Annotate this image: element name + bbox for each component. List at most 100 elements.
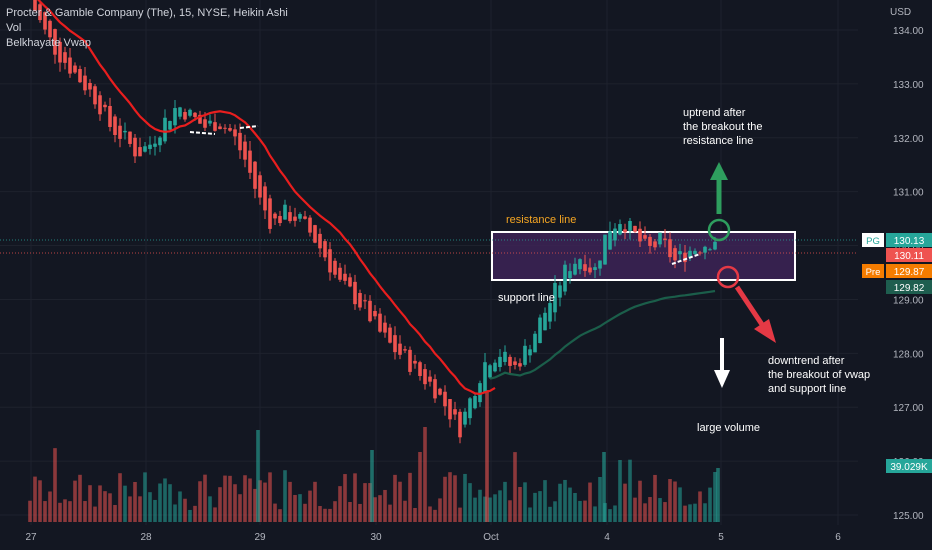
candle-body (93, 86, 97, 105)
volume-bar (398, 481, 402, 522)
volume-bar (93, 506, 97, 522)
volume-bar (108, 493, 112, 522)
candle-body (578, 259, 582, 270)
down-arrow-head (714, 370, 730, 388)
volume-bar (463, 473, 467, 522)
time-axis[interactable]: 27 28 29 30 Oct 4 5 6 (25, 532, 841, 543)
price-badge-value: 39.029K (890, 462, 928, 473)
symbol-title[interactable]: Procter & Gamble Company (The), 15, NYSE… (6, 7, 288, 19)
candle-body (98, 95, 102, 115)
volume-bar (208, 496, 212, 522)
candle-body (398, 343, 402, 355)
resistance-support-zone (491, 231, 796, 281)
volume-bar (523, 482, 527, 522)
candle-body (648, 236, 652, 246)
volume-bar (403, 500, 407, 522)
candle-body (258, 175, 262, 198)
candle-body (513, 361, 517, 365)
volume-bar (163, 478, 167, 522)
volume-bar (213, 507, 217, 522)
volume-bar (548, 506, 552, 522)
candle-body (243, 141, 247, 160)
candle-body (358, 293, 362, 308)
volume-bar (303, 503, 307, 522)
candle-body (558, 285, 562, 298)
price-badge-value: 129.87 (894, 267, 925, 278)
volume-bar (28, 500, 32, 522)
candle-body (553, 282, 557, 313)
candle-body (203, 119, 207, 128)
candle-body (463, 411, 467, 425)
candle-body (493, 362, 497, 372)
volume-bar (688, 504, 692, 522)
volume-bar (223, 475, 227, 522)
candle-body (388, 327, 392, 343)
volume-bar (113, 504, 117, 522)
price-tick-label: 134.00 (893, 26, 924, 37)
volume-bar (33, 476, 37, 522)
price-badge (886, 248, 932, 262)
candle-body (378, 313, 382, 332)
candle-body (583, 264, 587, 271)
candle-body (653, 241, 657, 248)
vwap-line (489, 289, 716, 380)
time-tick-label: 6 (835, 532, 841, 543)
price-badges: PG 130.13 130.11 Pre 129.87 129.82 39.029K (862, 233, 932, 473)
volume-bar (58, 502, 62, 522)
volume-bar (418, 452, 422, 522)
volume-bar (568, 487, 572, 522)
candle-body (133, 137, 137, 157)
white-dash-segment (671, 253, 701, 265)
volume-bar (353, 473, 357, 522)
candle-body (343, 273, 347, 281)
volume-bar (583, 500, 587, 522)
volume-bar (363, 483, 367, 522)
candle-body (293, 216, 297, 221)
indicator-vol[interactable]: Vol (6, 22, 22, 34)
up-arrow-head (710, 162, 728, 180)
volume-bar (278, 509, 282, 522)
indicator-vwap[interactable]: Belkhayate Vwap (6, 37, 91, 49)
volume-bar (333, 501, 337, 522)
downtrend-line-1: downtrend after (768, 355, 845, 367)
volume-bar (98, 485, 102, 522)
volume-bar (433, 509, 437, 522)
volume-bar (478, 489, 482, 522)
candle-body (643, 235, 647, 239)
candle-body (368, 300, 372, 322)
volume-bar (518, 487, 522, 522)
candle-body (128, 131, 132, 144)
candle-body (163, 117, 167, 142)
volume-bar (268, 472, 272, 522)
volume-bar (628, 459, 632, 522)
volume-bar (218, 487, 222, 522)
volume-bar (153, 499, 157, 522)
volume-bar (563, 479, 567, 522)
volume-bar (438, 498, 442, 522)
candle-body (443, 391, 447, 407)
volume-bar (158, 483, 162, 522)
candle-body (373, 311, 377, 317)
candle-body (473, 395, 477, 409)
volume-bar (368, 483, 372, 522)
time-tick-label: 28 (140, 532, 152, 543)
candle-body (58, 41, 62, 63)
volume-bar (73, 480, 77, 522)
volume-bar (323, 508, 327, 522)
time-tick-label: 5 (718, 532, 724, 543)
candle-body (228, 128, 232, 131)
candle-body (408, 349, 412, 372)
price-tick-label: 132.00 (893, 134, 924, 145)
candle-body (83, 75, 87, 91)
volume-bar (393, 474, 397, 522)
volume-bar (68, 501, 72, 522)
candle-body (618, 224, 622, 235)
candle-body (118, 125, 122, 139)
candle-body (308, 217, 312, 233)
uptrend-line-1: uptrend after (683, 107, 746, 119)
volume-bar (713, 472, 717, 522)
price-badge (886, 233, 932, 247)
volume-bar (623, 483, 627, 522)
candle-body (383, 322, 387, 333)
